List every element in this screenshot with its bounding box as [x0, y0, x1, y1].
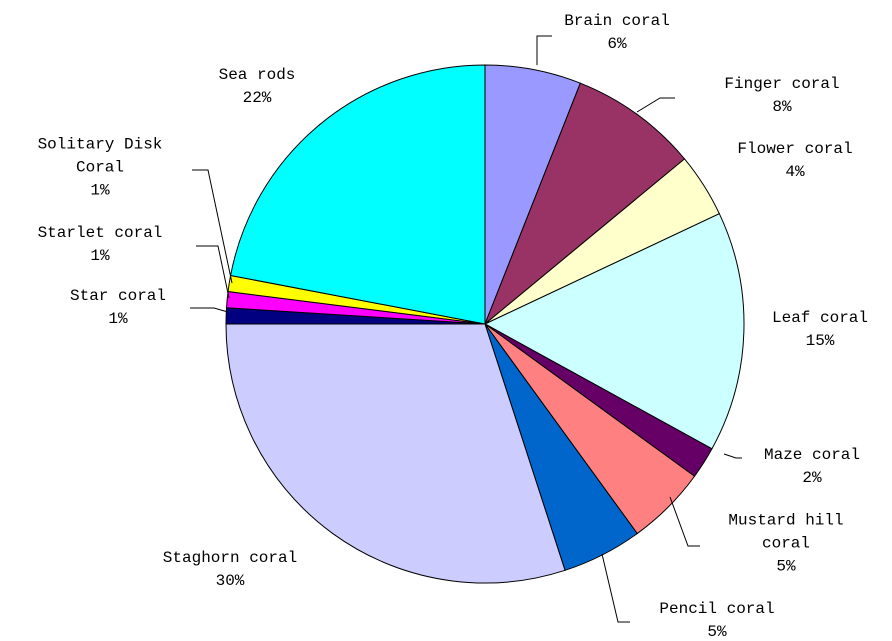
value-label: 15%: [805, 332, 835, 350]
category-label: Solitary Disk Coral: [37, 135, 163, 177]
leader-line: [636, 97, 675, 113]
value-label: 8%: [772, 98, 792, 116]
slice-label: Pencil coral 5%: [627, 598, 807, 641]
category-label: Starlet coral: [37, 224, 163, 242]
slice-label: Flower coral 4%: [705, 138, 885, 184]
slice-label: Mustard hill coral 5%: [721, 510, 851, 579]
slice-label: Brain coral 6%: [537, 10, 697, 56]
value-label: 22%: [242, 89, 272, 107]
slice-label: Finger coral 8%: [692, 73, 872, 119]
value-label: 1%: [90, 247, 110, 265]
category-label: Sea rods: [218, 66, 296, 84]
slice-label: Star coral 1%: [38, 285, 198, 331]
pie-slice: [230, 64, 486, 325]
value-label: 5%: [776, 557, 796, 576]
leader-line: [669, 496, 700, 547]
value-label: 1%: [108, 310, 128, 328]
slice-label: Sea rods 22%: [177, 64, 337, 110]
leader-line: [601, 553, 630, 623]
pie-slice: [484, 82, 686, 325]
category-label: Brain coral: [564, 12, 670, 30]
category-label: Flower coral: [737, 140, 853, 158]
slice-label: Solitary Disk Coral 1%: [10, 134, 190, 203]
leader-line: [196, 245, 230, 299]
slice-label: Staghorn coral 30%: [130, 547, 330, 593]
pie-slice: [483, 213, 745, 450]
leader-line: [190, 307, 229, 313]
category-label: Finger coral: [724, 75, 840, 93]
category-label: Star coral: [69, 287, 166, 305]
slice-label: Maze coral 2%: [737, 444, 887, 490]
slice-label: Starlet coral 1%: [5, 222, 195, 268]
leader-line: [723, 453, 742, 459]
category-label: Maze coral: [763, 446, 860, 464]
category-label: Mustard hill coral: [728, 511, 844, 553]
category-label: Leaf coral: [771, 309, 868, 327]
pie-slice: [225, 323, 566, 584]
value-label: 30%: [215, 572, 245, 590]
category-label: Staghorn coral: [162, 549, 298, 567]
slice-label: Leaf coral 15%: [750, 307, 890, 353]
leader-line: [536, 35, 552, 65]
value-label: 2%: [802, 469, 822, 487]
value-label: 6%: [607, 35, 627, 53]
value-label: 5%: [707, 623, 727, 641]
value-label: 1%: [90, 181, 110, 200]
leader-line: [192, 169, 233, 284]
category-label: Pencil coral: [659, 600, 775, 618]
value-label: 4%: [785, 163, 805, 181]
